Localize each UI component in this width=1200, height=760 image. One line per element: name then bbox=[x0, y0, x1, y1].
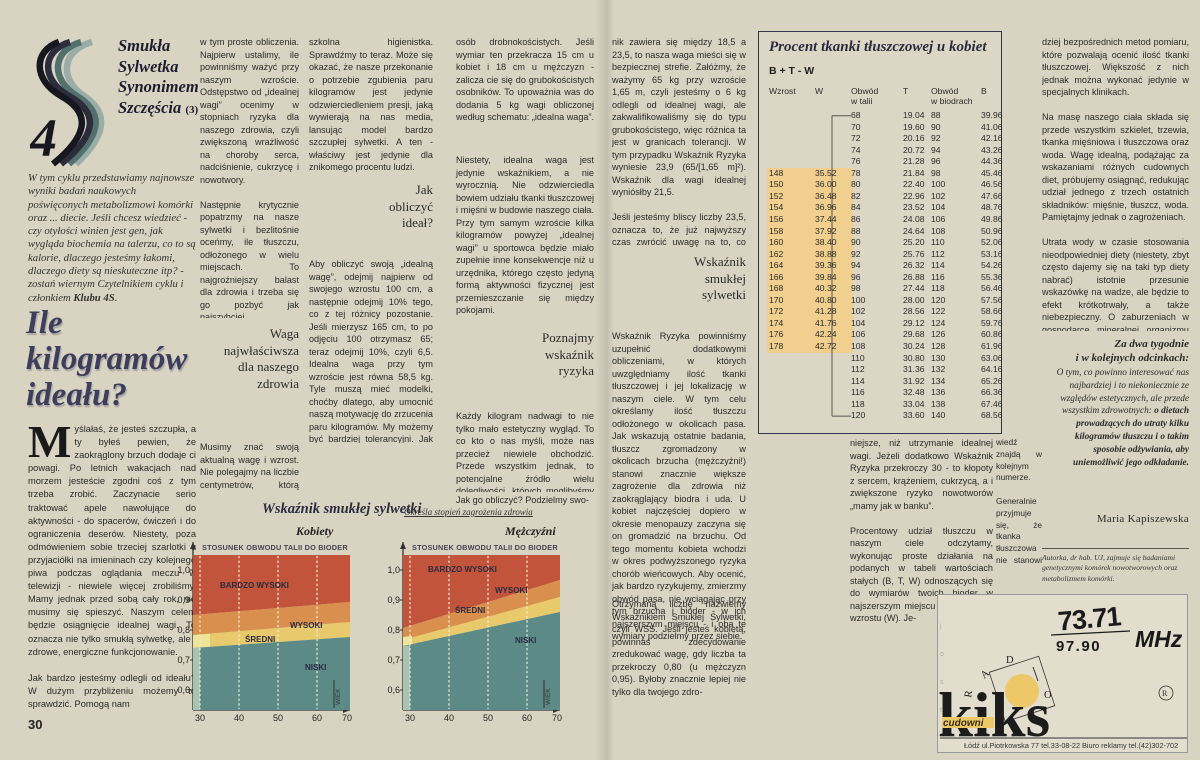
svg-text:0,7: 0,7 bbox=[387, 655, 400, 665]
svg-text:WYSOKI: WYSOKI bbox=[290, 621, 322, 630]
svg-text:BARDZO WYSOKI: BARDZO WYSOKI bbox=[428, 565, 497, 574]
svg-text:40: 40 bbox=[234, 713, 244, 723]
svg-text:BARDZO WYSOKI: BARDZO WYSOKI bbox=[220, 581, 289, 590]
svg-text:73.71: 73.71 bbox=[1057, 601, 1123, 636]
svg-text:0,6: 0,6 bbox=[177, 685, 190, 695]
svg-text:NISKI: NISKI bbox=[305, 663, 326, 672]
svg-text:4: 4 bbox=[30, 108, 57, 168]
svg-text:50: 50 bbox=[483, 713, 493, 723]
svg-text:WIEK: WIEK bbox=[545, 688, 552, 705]
svg-text:ŚREDNI: ŚREDNI bbox=[455, 606, 485, 615]
svg-text:1,0: 1,0 bbox=[177, 565, 190, 575]
svg-text:0,6: 0,6 bbox=[387, 685, 400, 695]
svg-text:40: 40 bbox=[444, 713, 454, 723]
svg-text:0,8: 0,8 bbox=[177, 625, 190, 635]
svg-text:60: 60 bbox=[522, 713, 532, 723]
svg-text:R: R bbox=[1162, 689, 1168, 698]
svg-text:0,9: 0,9 bbox=[177, 595, 190, 605]
svg-text:ŚREDNI: ŚREDNI bbox=[245, 635, 275, 644]
svg-text:kiks: kiks bbox=[938, 680, 1050, 750]
svg-text:STOSUNEK OBWODU TALII DO BIODE: STOSUNEK OBWODU TALII DO BIODER bbox=[202, 543, 348, 552]
svg-text:0,9: 0,9 bbox=[387, 595, 400, 605]
svg-text:0,8: 0,8 bbox=[387, 625, 400, 635]
svg-text:WYSOKI: WYSOKI bbox=[495, 586, 527, 595]
svg-text:Łódź ul.Piotrkowska 77 tel.33-: Łódź ul.Piotrkowska 77 tel.33-08-22 Biur… bbox=[964, 741, 1178, 750]
svg-text:STOSUNEK OBWODU TALII DO BIODE: STOSUNEK OBWODU TALII DO BIODER bbox=[412, 543, 558, 552]
svg-text:0,7: 0,7 bbox=[177, 655, 190, 665]
svg-text:30: 30 bbox=[195, 713, 205, 723]
svg-text:97.90: 97.90 bbox=[1056, 638, 1101, 655]
svg-text:30: 30 bbox=[405, 713, 415, 723]
svg-text:1,0: 1,0 bbox=[387, 565, 400, 575]
svg-text:50: 50 bbox=[273, 713, 283, 723]
svg-text:70: 70 bbox=[552, 713, 562, 723]
svg-text:WIEK: WIEK bbox=[335, 688, 342, 705]
svg-text:70: 70 bbox=[342, 713, 352, 723]
svg-text:NISKI: NISKI bbox=[515, 636, 536, 645]
svg-text:60: 60 bbox=[312, 713, 322, 723]
svg-text:MHz: MHz bbox=[1135, 626, 1183, 652]
